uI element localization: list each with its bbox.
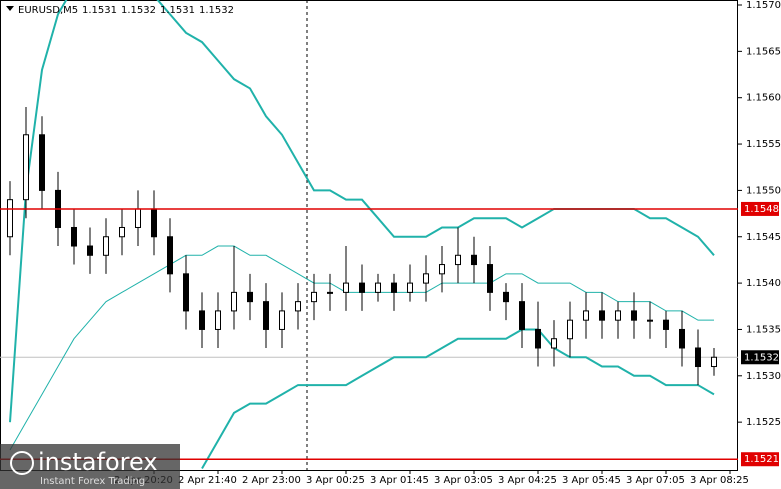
x-tick-label: 3 Apr 08:25 [690, 475, 749, 486]
y-tick-label: 1.1570 [746, 0, 781, 11]
candle-body [183, 273, 189, 312]
candle-body [615, 310, 621, 321]
x-tick-label: 3 Apr 05:45 [562, 475, 621, 486]
level-label: 1.1521 [744, 454, 779, 465]
header-prices: 1.1531 1.1532 1.1531 1.1532 [82, 5, 234, 16]
candle-body [23, 134, 29, 201]
candle-body [295, 301, 301, 312]
candle-body [343, 282, 349, 293]
y-tick-label: 1.1530 [746, 371, 781, 382]
x-tick-label: 3 Apr 00:25 [306, 475, 365, 486]
level-label: 1.1548 [744, 204, 779, 215]
candle-body [391, 282, 397, 293]
candle-body [71, 226, 77, 247]
candle-body [439, 264, 445, 275]
logo-bg [0, 444, 180, 489]
candle-body [151, 208, 157, 238]
candle-body [263, 301, 269, 330]
x-tick-label: 3 Apr 03:05 [434, 475, 493, 486]
candle-body [407, 282, 413, 293]
candle-body [551, 338, 557, 349]
logo-name: instaforex [38, 448, 158, 476]
header-price: 1.1532 [121, 5, 156, 16]
candle-body [103, 236, 109, 256]
price-axis: 1.1570 1.1565 1.1560 1.1555 1.1550 1.1545 1.15… [738, 0, 781, 467]
level-label-bg [741, 201, 779, 216]
candle-body [663, 319, 669, 330]
candle-body [695, 347, 701, 368]
y-tick-label: 1.1535 [746, 324, 781, 335]
x-tick-label: 3 Apr 01:45 [370, 475, 429, 486]
last-price-label: 1.1532 [744, 352, 779, 363]
candle-body [247, 291, 253, 303]
candle-body [215, 310, 221, 330]
candle-body [39, 134, 45, 191]
header-price: 1.1532 [199, 5, 234, 16]
candle-body [599, 310, 605, 321]
candle-body [631, 310, 637, 321]
candle-body [583, 310, 589, 321]
candle-body [711, 356, 717, 368]
x-tick-label: 2 Apr 21:40 [178, 475, 237, 486]
candle-body [503, 291, 509, 303]
x-tick-label: 3 Apr 04:25 [498, 475, 557, 486]
level-label-bg [741, 452, 779, 467]
menu-arrow [6, 6, 14, 11]
candle-body [135, 208, 141, 228]
candle-body [471, 254, 477, 266]
candle-body [279, 310, 285, 330]
header-price: 1.1531 [82, 5, 117, 16]
candle-body [199, 310, 205, 330]
y-tick-label: 1.1560 [746, 93, 781, 104]
candle-body [679, 328, 685, 349]
candle-body [455, 254, 461, 266]
x-tick-label: 3 Apr 07:05 [626, 475, 685, 486]
y-tick-label: 1.1540 [746, 278, 781, 289]
band-line [201, 328, 715, 469]
candle-body [535, 328, 541, 349]
logo-tagline: Instant Forex Trading [40, 476, 145, 487]
y-tick-label: 1.1550 [746, 185, 781, 196]
candle-body [311, 291, 317, 303]
candle-body [167, 236, 173, 275]
last-price-bg [741, 350, 779, 365]
candle-body [647, 319, 653, 322]
candle-body [567, 319, 573, 340]
y-tick-label: 1.1545 [746, 232, 781, 243]
candle-body [119, 226, 125, 238]
x-tick-label: 2 Apr 23:00 [242, 475, 301, 486]
candle-body [359, 282, 365, 293]
candle-body [487, 264, 493, 293]
candle-body [7, 199, 13, 238]
candle-body [327, 291, 333, 294]
plot-area [0, 0, 738, 469]
y-tick-label: 1.1555 [746, 139, 781, 150]
candle-body [231, 291, 237, 312]
plot-frame [0, 0, 738, 471]
candle-body [423, 273, 429, 284]
symbol: EURUSD,M5 [18, 5, 78, 16]
logo-icon [10, 451, 34, 475]
header-price: 1.1531 [160, 5, 195, 16]
logo: instaforex Instant Forex Trading [0, 444, 180, 489]
y-tick-label: 1.1525 [746, 417, 781, 428]
y-tick-label: 1.1565 [746, 46, 781, 57]
candle-body [519, 301, 525, 330]
candle-body [375, 282, 381, 293]
candle-body [87, 245, 93, 256]
